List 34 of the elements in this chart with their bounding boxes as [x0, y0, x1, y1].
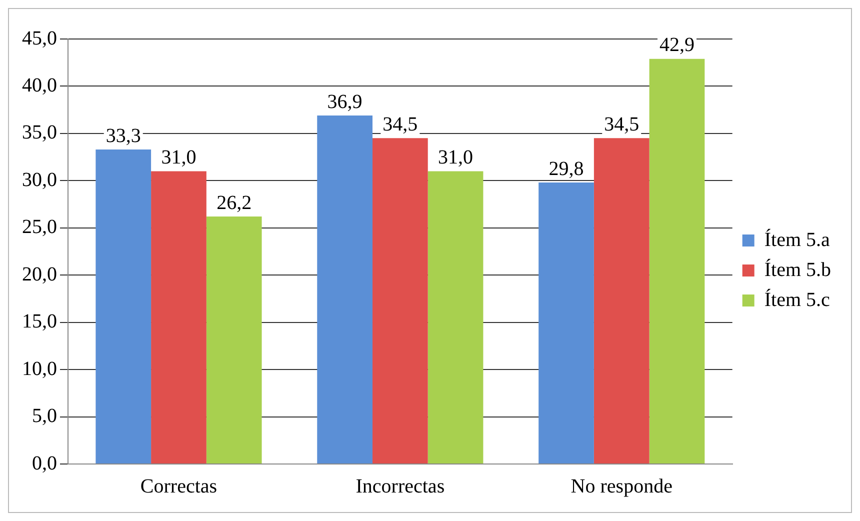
bar: [649, 58, 705, 464]
y-tick-label: 15,0: [22, 310, 57, 333]
bar: [428, 171, 484, 464]
legend-label: Ítem 5.a: [764, 228, 830, 251]
bar: [317, 116, 372, 464]
y-tick-label: 5,0: [32, 405, 57, 428]
legend-label: Ítem 5.b: [764, 258, 832, 281]
y-tick-label: 25,0: [22, 216, 57, 238]
data-label: 31,0: [438, 146, 474, 168]
y-tick-label: 10,0: [22, 358, 57, 380]
y-tick-label: 35,0: [22, 122, 57, 144]
data-label: 33,3: [106, 124, 141, 147]
x-tick-label: Correctas: [140, 475, 218, 498]
data-label: 36,9: [327, 90, 362, 113]
y-tick-label: 20,0: [22, 263, 57, 286]
data-label: 26,2: [216, 192, 252, 214]
bar: [594, 138, 650, 464]
data-label: 42,9: [659, 34, 694, 56]
y-tick-label: 0,0: [32, 452, 57, 474]
x-tick-label: No responde: [570, 475, 673, 498]
legend-label: Ítem 5.c: [764, 288, 830, 311]
y-tick-label: 40,0: [22, 74, 57, 96]
bar: [206, 216, 262, 464]
bar: [96, 150, 152, 464]
y-tick-label: 45,0: [22, 27, 57, 50]
data-label: 34,5: [604, 113, 640, 136]
data-label: 29,8: [548, 158, 584, 180]
y-tick-label: 30,0: [22, 168, 57, 191]
bar: [372, 138, 428, 464]
data-label: 34,5: [382, 113, 418, 136]
bar: [151, 171, 206, 464]
x-tick-label: Incorrectas: [356, 475, 445, 498]
data-label: 31,0: [161, 146, 196, 168]
bar: [538, 182, 594, 464]
